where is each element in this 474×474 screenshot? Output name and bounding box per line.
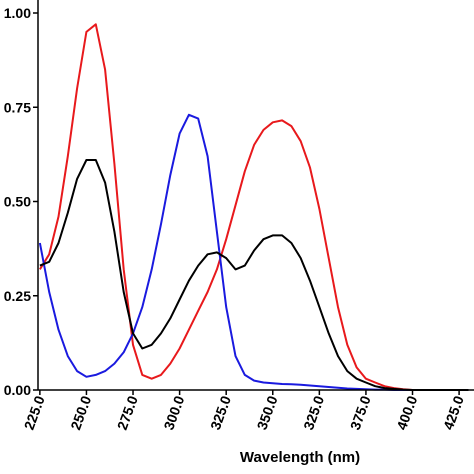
y-tick-label: 0.50 — [4, 194, 31, 210]
x-tick-label: 350.0 — [254, 393, 281, 432]
series-line — [39, 23, 469, 391]
x-tick-label: 400.0 — [393, 393, 420, 432]
y-tick-label: 0.25 — [4, 288, 31, 304]
y-tick-label: 1.00 — [4, 5, 31, 21]
x-tick-label: 325.0 — [207, 393, 234, 432]
x-tick-label: 275.0 — [114, 393, 141, 432]
series-line — [39, 159, 469, 391]
x-tick-label: 250.0 — [67, 393, 94, 432]
y-tick-label: 0.00 — [4, 382, 31, 398]
x-tick-label: 325.0 — [300, 393, 327, 432]
y-tick-label: 0.75 — [4, 99, 31, 115]
x-tick-label: 300.0 — [160, 393, 187, 432]
x-tick-label: 375.0 — [347, 393, 374, 432]
x-tick-label: 425.0 — [440, 393, 467, 432]
x-axis-title: Wavelength (nm) — [240, 449, 360, 466]
series-line — [38, 113, 469, 391]
x-tick-label: 225.0 — [21, 393, 48, 432]
